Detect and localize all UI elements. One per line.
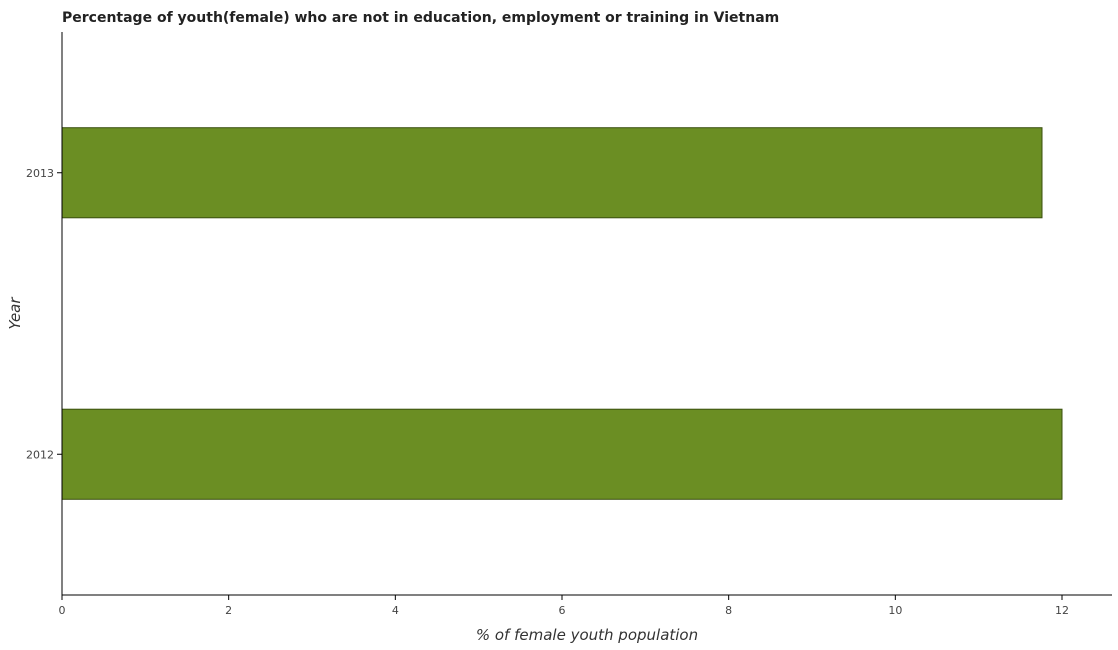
bar-2012 [61, 408, 1063, 500]
bars-layer [61, 127, 1063, 500]
x-tick-label-10: 10 [888, 604, 902, 617]
bar-2013 [61, 127, 1043, 219]
x-tick-label-2: 2 [225, 604, 232, 617]
x-tick-label-0: 0 [59, 604, 66, 617]
x-tick-label-6: 6 [559, 604, 566, 617]
x-tick-label-8: 8 [725, 604, 732, 617]
y-tick-label-2013: 2013 [26, 167, 54, 180]
x-axis-title: % of female youth population [476, 626, 698, 644]
y-axis-title: Year [6, 297, 24, 330]
chart-title: Percentage of youth(female) who are not … [62, 10, 780, 26]
y-tick-label-2012: 2012 [26, 448, 54, 461]
x-tick-label-4: 4 [392, 604, 399, 617]
axes-layer: 2013 2012 0 2 4 6 8 10 12 [26, 32, 1112, 617]
x-tick-label-12: 12 [1055, 604, 1069, 617]
